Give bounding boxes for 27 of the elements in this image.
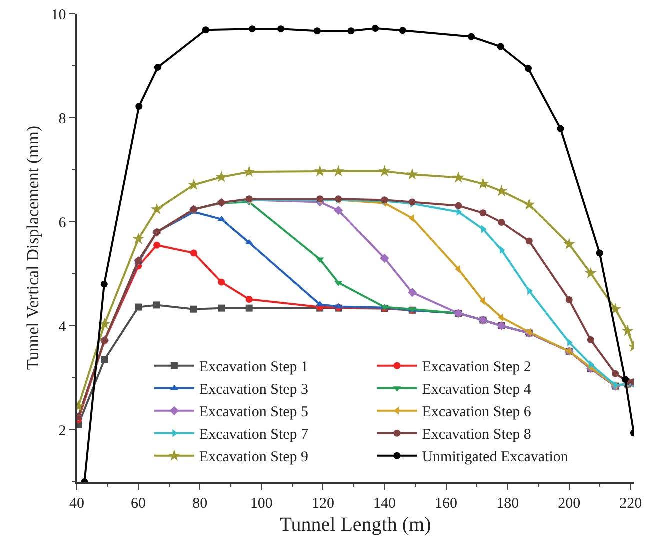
legend-label: Excavation Step 2 <box>422 360 532 376</box>
x-tick-label: 40 <box>70 496 84 512</box>
y-axis-title: Tunnel Vertical Displacement (mm) <box>23 126 42 370</box>
legend-label: Excavation Step 8 <box>422 427 532 444</box>
y-tick-label: 10 <box>51 7 66 24</box>
legend-label: Excavation Step 1 <box>199 360 309 376</box>
x-tick-label: 60 <box>131 496 146 512</box>
x-tick-label: 220 <box>620 496 642 512</box>
legend-label: Excavation Step 6 <box>422 404 532 421</box>
y-tick-label: 6 <box>58 215 67 232</box>
x-tick-label: 100 <box>250 496 273 512</box>
x-axis-title: Tunnel Length (m) <box>280 514 432 536</box>
y-tick-label: 8 <box>58 111 66 128</box>
x-tick-label: 120 <box>312 496 334 512</box>
legend-label: Excavation Step 3 <box>199 382 309 398</box>
legend-label: Excavation Step 4 <box>422 382 532 398</box>
x-tick-label: 200 <box>558 496 581 512</box>
x-tick-label: 80 <box>192 496 208 512</box>
legend-label: Excavation Step 7 <box>199 427 310 444</box>
y-tick-label: 4 <box>58 319 67 336</box>
y-tick-label: 2 <box>58 423 66 440</box>
x-tick-label: 160 <box>435 496 458 512</box>
legend-label: Unmitigated Excavation <box>422 450 569 466</box>
x-tick-label: 140 <box>373 496 396 512</box>
legend-label: Excavation Step 5 <box>199 404 309 421</box>
x-tick-label: 180 <box>496 496 520 512</box>
legend-label: Excavation Step 9 <box>199 450 309 466</box>
